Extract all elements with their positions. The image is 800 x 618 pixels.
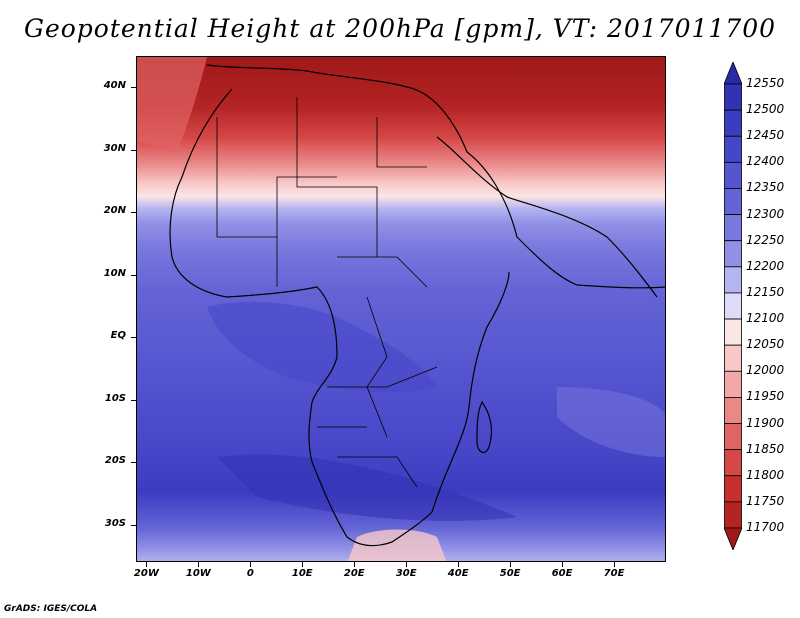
colorbar-level-label: 12450 xyxy=(746,128,785,143)
colorbar-top-arrow xyxy=(724,62,742,85)
grads-credit: GrADS: IGES/COLA xyxy=(4,604,98,614)
colorbar-level-label: 12300 xyxy=(746,206,785,221)
cooler-northwest-region xyxy=(137,57,207,152)
colorbar-level-label: 12250 xyxy=(746,232,785,247)
lon-label: 0 xyxy=(246,568,254,579)
lon-tick xyxy=(198,562,200,567)
lon-tick xyxy=(146,562,148,567)
deep-blue-central-region xyxy=(207,301,437,393)
lat-tick xyxy=(131,87,136,89)
colorbar-box xyxy=(724,109,742,137)
lon-tick xyxy=(354,562,356,567)
southern-light-patch xyxy=(347,529,447,561)
colorbar-level-label: 11750 xyxy=(746,493,785,508)
lighter-indian-ocean-region xyxy=(557,387,665,457)
deep-blue-southern-band xyxy=(217,454,517,521)
colorbar-level-label: 11850 xyxy=(746,441,785,456)
lon-label: 10E xyxy=(291,568,313,579)
lon-tick xyxy=(406,562,408,567)
lon-tick xyxy=(562,562,564,567)
lat-label: 10S xyxy=(104,392,126,404)
lat-tick xyxy=(131,462,136,464)
country-borders xyxy=(216,97,438,488)
lat-label: 30N xyxy=(103,142,126,154)
lon-label: 20E xyxy=(343,568,365,579)
colorbar-level-label: 11800 xyxy=(746,467,785,482)
colorbar-box xyxy=(724,423,742,451)
map-panel xyxy=(136,56,666,562)
lat-label: 10N xyxy=(103,267,126,279)
lat-tick xyxy=(131,274,136,276)
lon-label: 60E xyxy=(551,568,573,579)
colorbar-box xyxy=(724,292,742,320)
lat-label: 40N xyxy=(103,80,126,92)
lon-tick xyxy=(302,562,304,567)
lat-label: 30S xyxy=(104,517,126,529)
colorbar xyxy=(724,62,742,550)
colorbar-bottom-arrow xyxy=(724,527,742,550)
colorbar-box xyxy=(724,161,742,189)
colorbar-level-label: 12100 xyxy=(746,311,785,326)
colorbar-level-label: 12500 xyxy=(746,102,785,117)
africa-coast xyxy=(169,88,510,547)
colorbar-level-label: 11700 xyxy=(746,520,785,534)
colorbar-box xyxy=(724,501,742,529)
colorbar-box xyxy=(724,266,742,294)
lat-label: EQ xyxy=(110,330,126,342)
colorbar-level-label: 11900 xyxy=(746,415,785,430)
lon-tick xyxy=(614,562,616,567)
map-title: Geopotential Height at 200hPa [gpm], VT:… xyxy=(23,14,777,43)
lat-tick xyxy=(131,524,136,526)
colorbar-box xyxy=(724,188,742,215)
lon-label: 50E xyxy=(499,568,521,579)
lat-tick xyxy=(131,212,136,214)
madagascar xyxy=(476,400,493,454)
map-canvas xyxy=(137,57,665,561)
lon-label: 10W xyxy=(185,568,211,579)
lon-tick xyxy=(510,562,512,567)
colorbar-box xyxy=(724,344,742,372)
colorbar-box xyxy=(724,370,742,398)
lat-label: 20N xyxy=(103,205,126,217)
colorbar-box xyxy=(724,397,742,424)
lat-tick xyxy=(131,399,136,401)
colorbar-level-label: 12000 xyxy=(746,363,785,378)
arabia-asia-coast xyxy=(436,136,658,298)
colorbar-level-label: 12050 xyxy=(746,337,785,352)
colorbar-level-label: 11950 xyxy=(746,389,785,404)
lon-label: 30E xyxy=(395,568,417,579)
colorbar-level-label: 12150 xyxy=(746,284,785,299)
coastlines xyxy=(169,64,665,547)
colorbar-box xyxy=(724,214,742,242)
colorbar-box xyxy=(724,83,742,111)
colorbar-box xyxy=(724,318,742,346)
colorbar-level-label: 12400 xyxy=(746,154,785,169)
lat-tick xyxy=(131,337,136,339)
colorbar-box xyxy=(724,240,742,268)
colorbar-box xyxy=(724,449,742,477)
north-africa-coast xyxy=(206,64,665,289)
lon-tick xyxy=(250,562,252,567)
colorbar-level-label: 12350 xyxy=(746,180,785,195)
lon-label: 70E xyxy=(603,568,625,579)
lat-tick xyxy=(131,149,136,151)
colorbar-level-label: 12200 xyxy=(746,258,785,273)
lat-label: 20S xyxy=(104,455,126,467)
colorbar-box xyxy=(724,475,742,503)
lon-label: 40E xyxy=(447,568,469,579)
colorbar-level-label: 12550 xyxy=(746,76,785,90)
colorbar-box xyxy=(724,135,742,163)
lon-label: 20W xyxy=(133,568,159,579)
lon-tick xyxy=(458,562,460,567)
